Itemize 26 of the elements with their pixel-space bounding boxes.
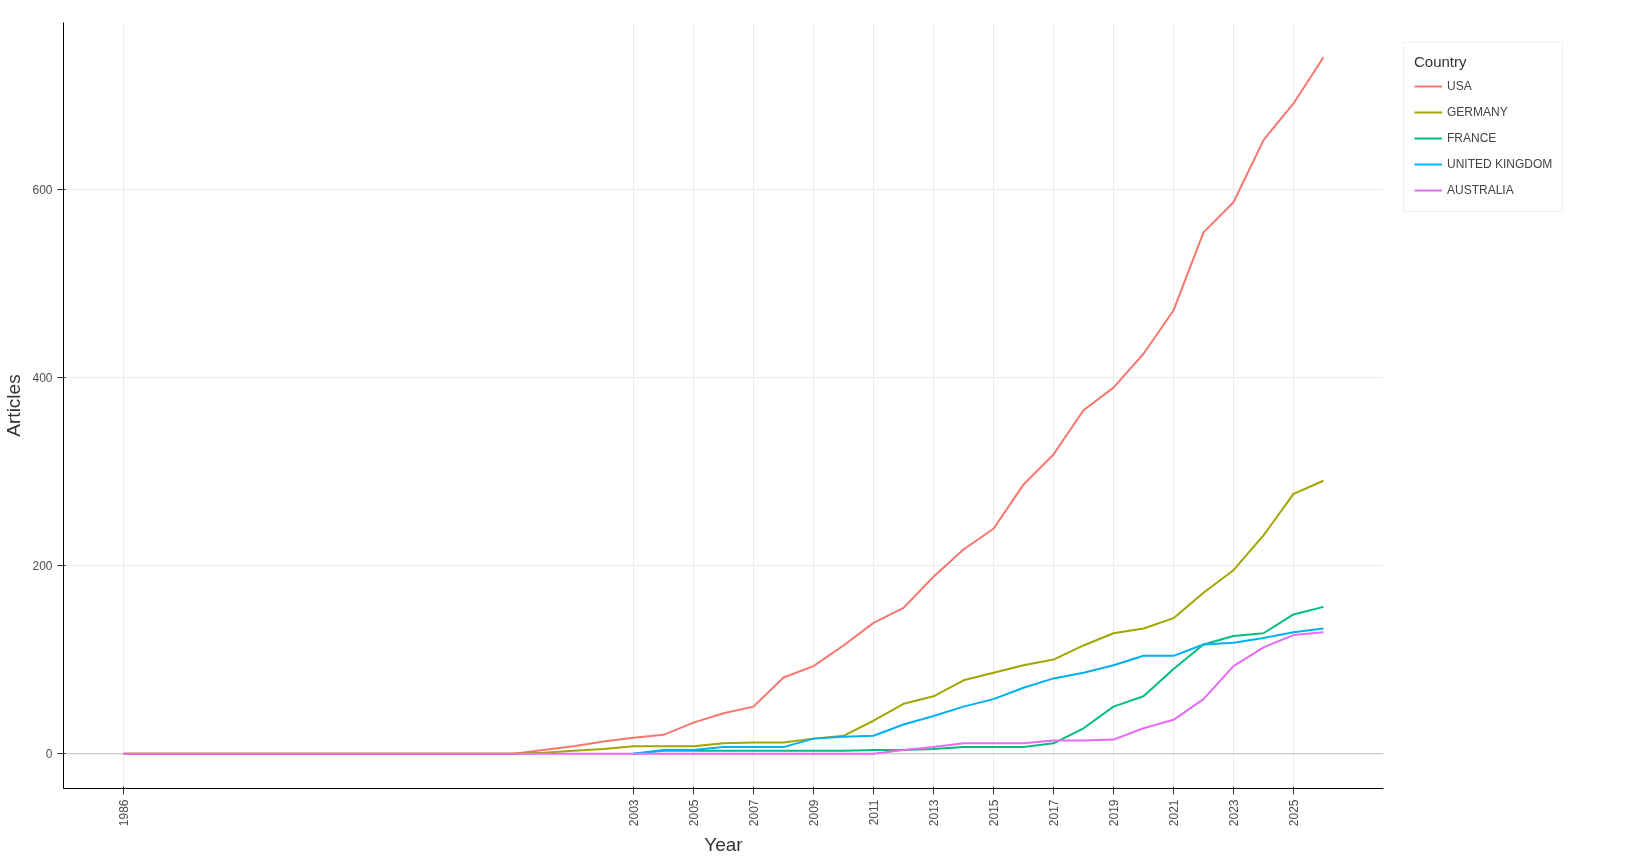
x-tick-label: 2017 [1047,799,1061,827]
legend-label: UNITED KINGDOM [1447,156,1553,173]
x-tick-label: 2019 [1107,799,1121,827]
y-tick-label: 600 [32,182,53,197]
x-tick-label: 1986 [117,799,131,827]
x-tick-label: 2023 [1227,799,1241,827]
y-tick-label: 0 [45,747,53,762]
x-tick-label: 2021 [1167,799,1181,827]
legend-label: USA [1447,78,1472,95]
x-tick-label: 2003 [627,799,641,827]
legend-title: Country [1414,53,1468,70]
y-axis-title: Articles [3,374,25,437]
x-tick-label: 2009 [807,799,821,827]
legend-label: AUSTRALIA [1447,182,1514,199]
y-tick-label: 400 [32,370,53,385]
x-tick-label: 2005 [687,799,701,827]
line-series [122,631,1325,755]
x-tick-label: 2011 [867,799,881,826]
legend-label: FRANCE [1447,130,1497,147]
x-tick-label: 2025 [1287,799,1301,827]
x-tick-label: 2007 [747,799,761,827]
x-tick-label: 2013 [927,799,941,827]
y-tick-label: 200 [32,558,53,573]
x-tick-label: 2015 [987,799,1001,827]
legend-label: GERMANY [1447,104,1508,121]
x-axis-title: Year [704,834,744,856]
